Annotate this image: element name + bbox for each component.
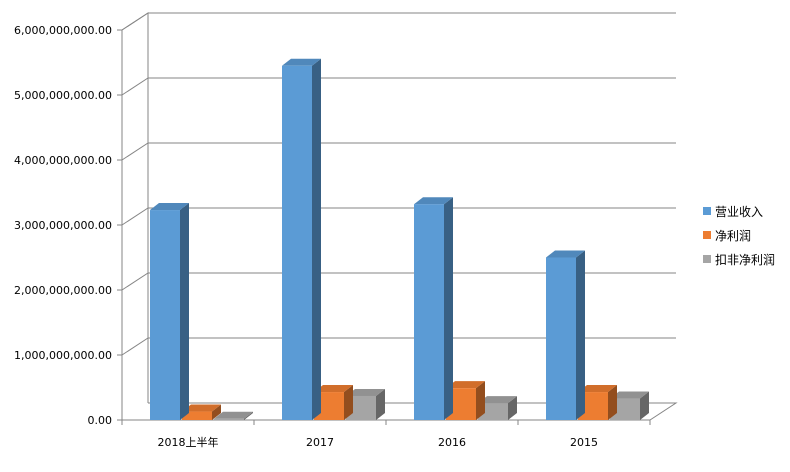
legend-label: 营业收入 [715,204,764,219]
legend-item: 营业收入 [703,199,775,223]
bar [414,197,453,420]
y-tick-label: 5,000,000,000.00 [14,89,112,102]
gridline [121,337,676,356]
bar [150,203,189,420]
x-axis: 2018上半年 2017 2016 2015 [121,420,651,449]
y-axis: 0.00 1,000,000,000.00 2,000,000,000.00 3,00… [14,24,122,427]
y-tick-label: 3,000,000,000.00 [14,219,112,232]
gridline [121,142,676,161]
y-tick-label: 1,000,000,000.00 [14,349,112,362]
chart-walls [121,12,678,421]
legend-swatch [703,255,711,263]
y-tick-label: 0.00 [88,414,113,427]
x-tick-label: 2017 [306,436,334,449]
bar [282,58,321,420]
bar [214,411,253,420]
legend: 营业收入净利润扣非净利润 [703,199,775,271]
bar [346,388,385,420]
y-tick-label: 6,000,000,000.00 [14,24,112,37]
gridlines [121,12,676,356]
legend-swatch [703,231,711,239]
bars [150,58,649,420]
gridline [121,12,676,31]
legend-swatch [703,207,711,215]
bar [314,385,353,420]
bar [182,404,221,420]
gridline [121,77,676,96]
y-tick-label: 2,000,000,000.00 [14,284,112,297]
x-tick-label: 2015 [570,436,598,449]
bar [478,396,517,420]
legend-label: 扣非净利润 [715,252,776,267]
x-tick-label: 2016 [438,436,466,449]
legend-item: 扣非净利润 [703,247,775,271]
gridline [121,272,676,291]
legend-item: 净利润 [703,223,775,247]
gridline [121,207,676,226]
legend-label: 净利润 [715,228,752,243]
y-tick-label: 4,000,000,000.00 [14,154,112,167]
bar [546,250,585,420]
x-tick-label: 2018上半年 [158,435,219,449]
bar [610,391,649,420]
